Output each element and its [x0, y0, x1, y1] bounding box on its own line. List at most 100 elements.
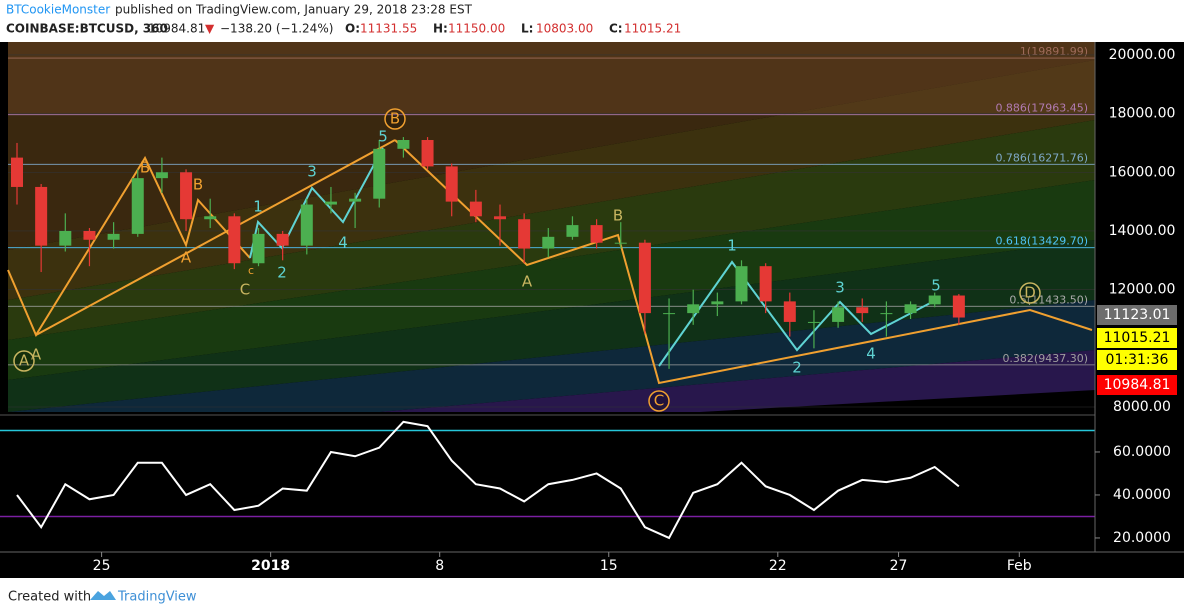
y-tick-label: 14000.00: [1109, 223, 1176, 239]
ohlc-value: 11015.21: [624, 22, 681, 36]
candle-body: [59, 230, 72, 246]
price-marker: [1097, 350, 1177, 370]
candle-body: [276, 233, 289, 246]
candle-body: [638, 242, 651, 314]
candle-body: [83, 230, 96, 240]
price-marker-label: 11015.21: [1104, 330, 1171, 346]
candle-body: [542, 236, 555, 249]
price-marker-label: 11123.01: [1104, 307, 1171, 323]
candle-body: [155, 172, 168, 179]
wave-label: B: [390, 110, 400, 128]
y-tick-label: 12000.00: [1109, 282, 1176, 298]
ohlc-label: H:: [433, 22, 448, 36]
ohlc-value: 10803.00: [536, 22, 593, 36]
candle-body: [856, 307, 869, 314]
candle-body: [952, 295, 965, 318]
candle-body: [735, 266, 748, 302]
candle-body: [590, 225, 603, 243]
symbol: COINBASE:BTCUSD, 360: [6, 22, 168, 36]
wave-label: A: [31, 346, 42, 364]
price-marker: [1097, 375, 1177, 395]
candle-body: [469, 201, 482, 217]
candle-body: [131, 178, 144, 234]
candle-body: [300, 204, 313, 246]
candle-body: [204, 216, 217, 220]
y-tick-label: 20000.00: [1109, 47, 1176, 63]
candle-body: [759, 266, 772, 302]
ohlc-label: O:: [345, 22, 360, 36]
wave-label: B: [140, 159, 150, 177]
price-marker-label: 01:31:36: [1106, 352, 1169, 368]
x-tick-label: 8: [435, 558, 444, 574]
x-tick-label: 15: [600, 558, 618, 574]
wave-label: 2: [277, 264, 287, 282]
candle-body: [807, 321, 820, 323]
last-price: 10984.81: [148, 22, 205, 36]
label-circle: [13, 350, 35, 372]
wave-label: D: [1024, 284, 1036, 302]
wave-label: B: [613, 207, 623, 225]
candle-body: [614, 242, 627, 244]
wave-label: 5: [931, 277, 941, 295]
candle-body: [397, 140, 410, 149]
y-tick-label: 18000.00: [1109, 106, 1176, 122]
ohlc-label: L:: [521, 22, 533, 36]
candle-body: [445, 166, 458, 202]
candle-body: [832, 307, 845, 322]
published: published on TradingView.com, January 29…: [115, 3, 473, 17]
wave-label: 2: [792, 359, 802, 377]
candle-body: [904, 304, 917, 314]
author[interactable]: BTCookieMonster: [6, 3, 110, 17]
y-tick-label: 40.0000: [1113, 487, 1171, 503]
rsi-pane: [0, 420, 1095, 540]
candle-body: [711, 301, 724, 305]
candle-body: [783, 301, 796, 322]
candle-body: [928, 295, 941, 305]
wave-label: 1: [253, 198, 263, 216]
wave-label: 5: [378, 128, 388, 146]
axes: 8000.00 12000.00 14000.00 16000.00 18000.00 2…: [93, 47, 1177, 574]
candle-body: [180, 172, 193, 220]
footer-brand[interactable]: TradingView: [117, 590, 197, 605]
wave-label: 4: [338, 234, 348, 252]
symbol-line: COINBASE:BTCUSD, 360 10984.81 ▼ −138.20 …: [6, 22, 681, 36]
price-marker: [1097, 328, 1177, 348]
x-tick-label: 25: [93, 558, 111, 574]
ohlc-value: 11131.55: [360, 22, 417, 36]
wave-label: c: [248, 264, 254, 277]
price-marker-label: 10984.81: [1104, 377, 1171, 393]
y-tick-label: 20.0000: [1113, 530, 1171, 546]
label-circle: [384, 108, 406, 130]
ohlc-label: C:: [609, 22, 623, 36]
candle-body: [518, 219, 531, 249]
wave-label: C: [654, 392, 664, 410]
candle-body: [880, 313, 893, 315]
candle-body: [228, 216, 241, 264]
fib-label: 1(19891.99): [1020, 45, 1088, 58]
candles: [11, 137, 965, 369]
arrow: ▼: [205, 22, 215, 36]
candle-body: [421, 140, 434, 167]
logo: [90, 591, 116, 600]
fib-label: 0.382(9437.30): [1002, 352, 1088, 365]
wave-label: 4: [866, 345, 876, 363]
candle-body: [252, 233, 265, 264]
candle-body: [687, 304, 700, 314]
wave-label: 3: [307, 163, 317, 181]
fib-levels: 1(19891.99) 0.886(17963.45) 0.786(16271.76…: [8, 45, 1095, 366]
fib-label: 0.886(17963.45): [995, 102, 1088, 115]
candle-body: [494, 216, 506, 220]
candle-body: [663, 313, 676, 315]
x-tick-label: 22: [769, 558, 787, 574]
price-marker: [1097, 305, 1177, 325]
y-tick-label: 60.0000: [1113, 444, 1171, 460]
fib-label: 0.786(16271.76): [995, 151, 1088, 164]
candle-body: [35, 186, 48, 246]
wave-lines: [7, 139, 1093, 385]
wave-label: 3: [835, 279, 845, 297]
y-tick-label: 8000.00: [1113, 399, 1171, 415]
candle-body: [373, 148, 386, 199]
y-tick-label: 16000.00: [1109, 164, 1176, 180]
